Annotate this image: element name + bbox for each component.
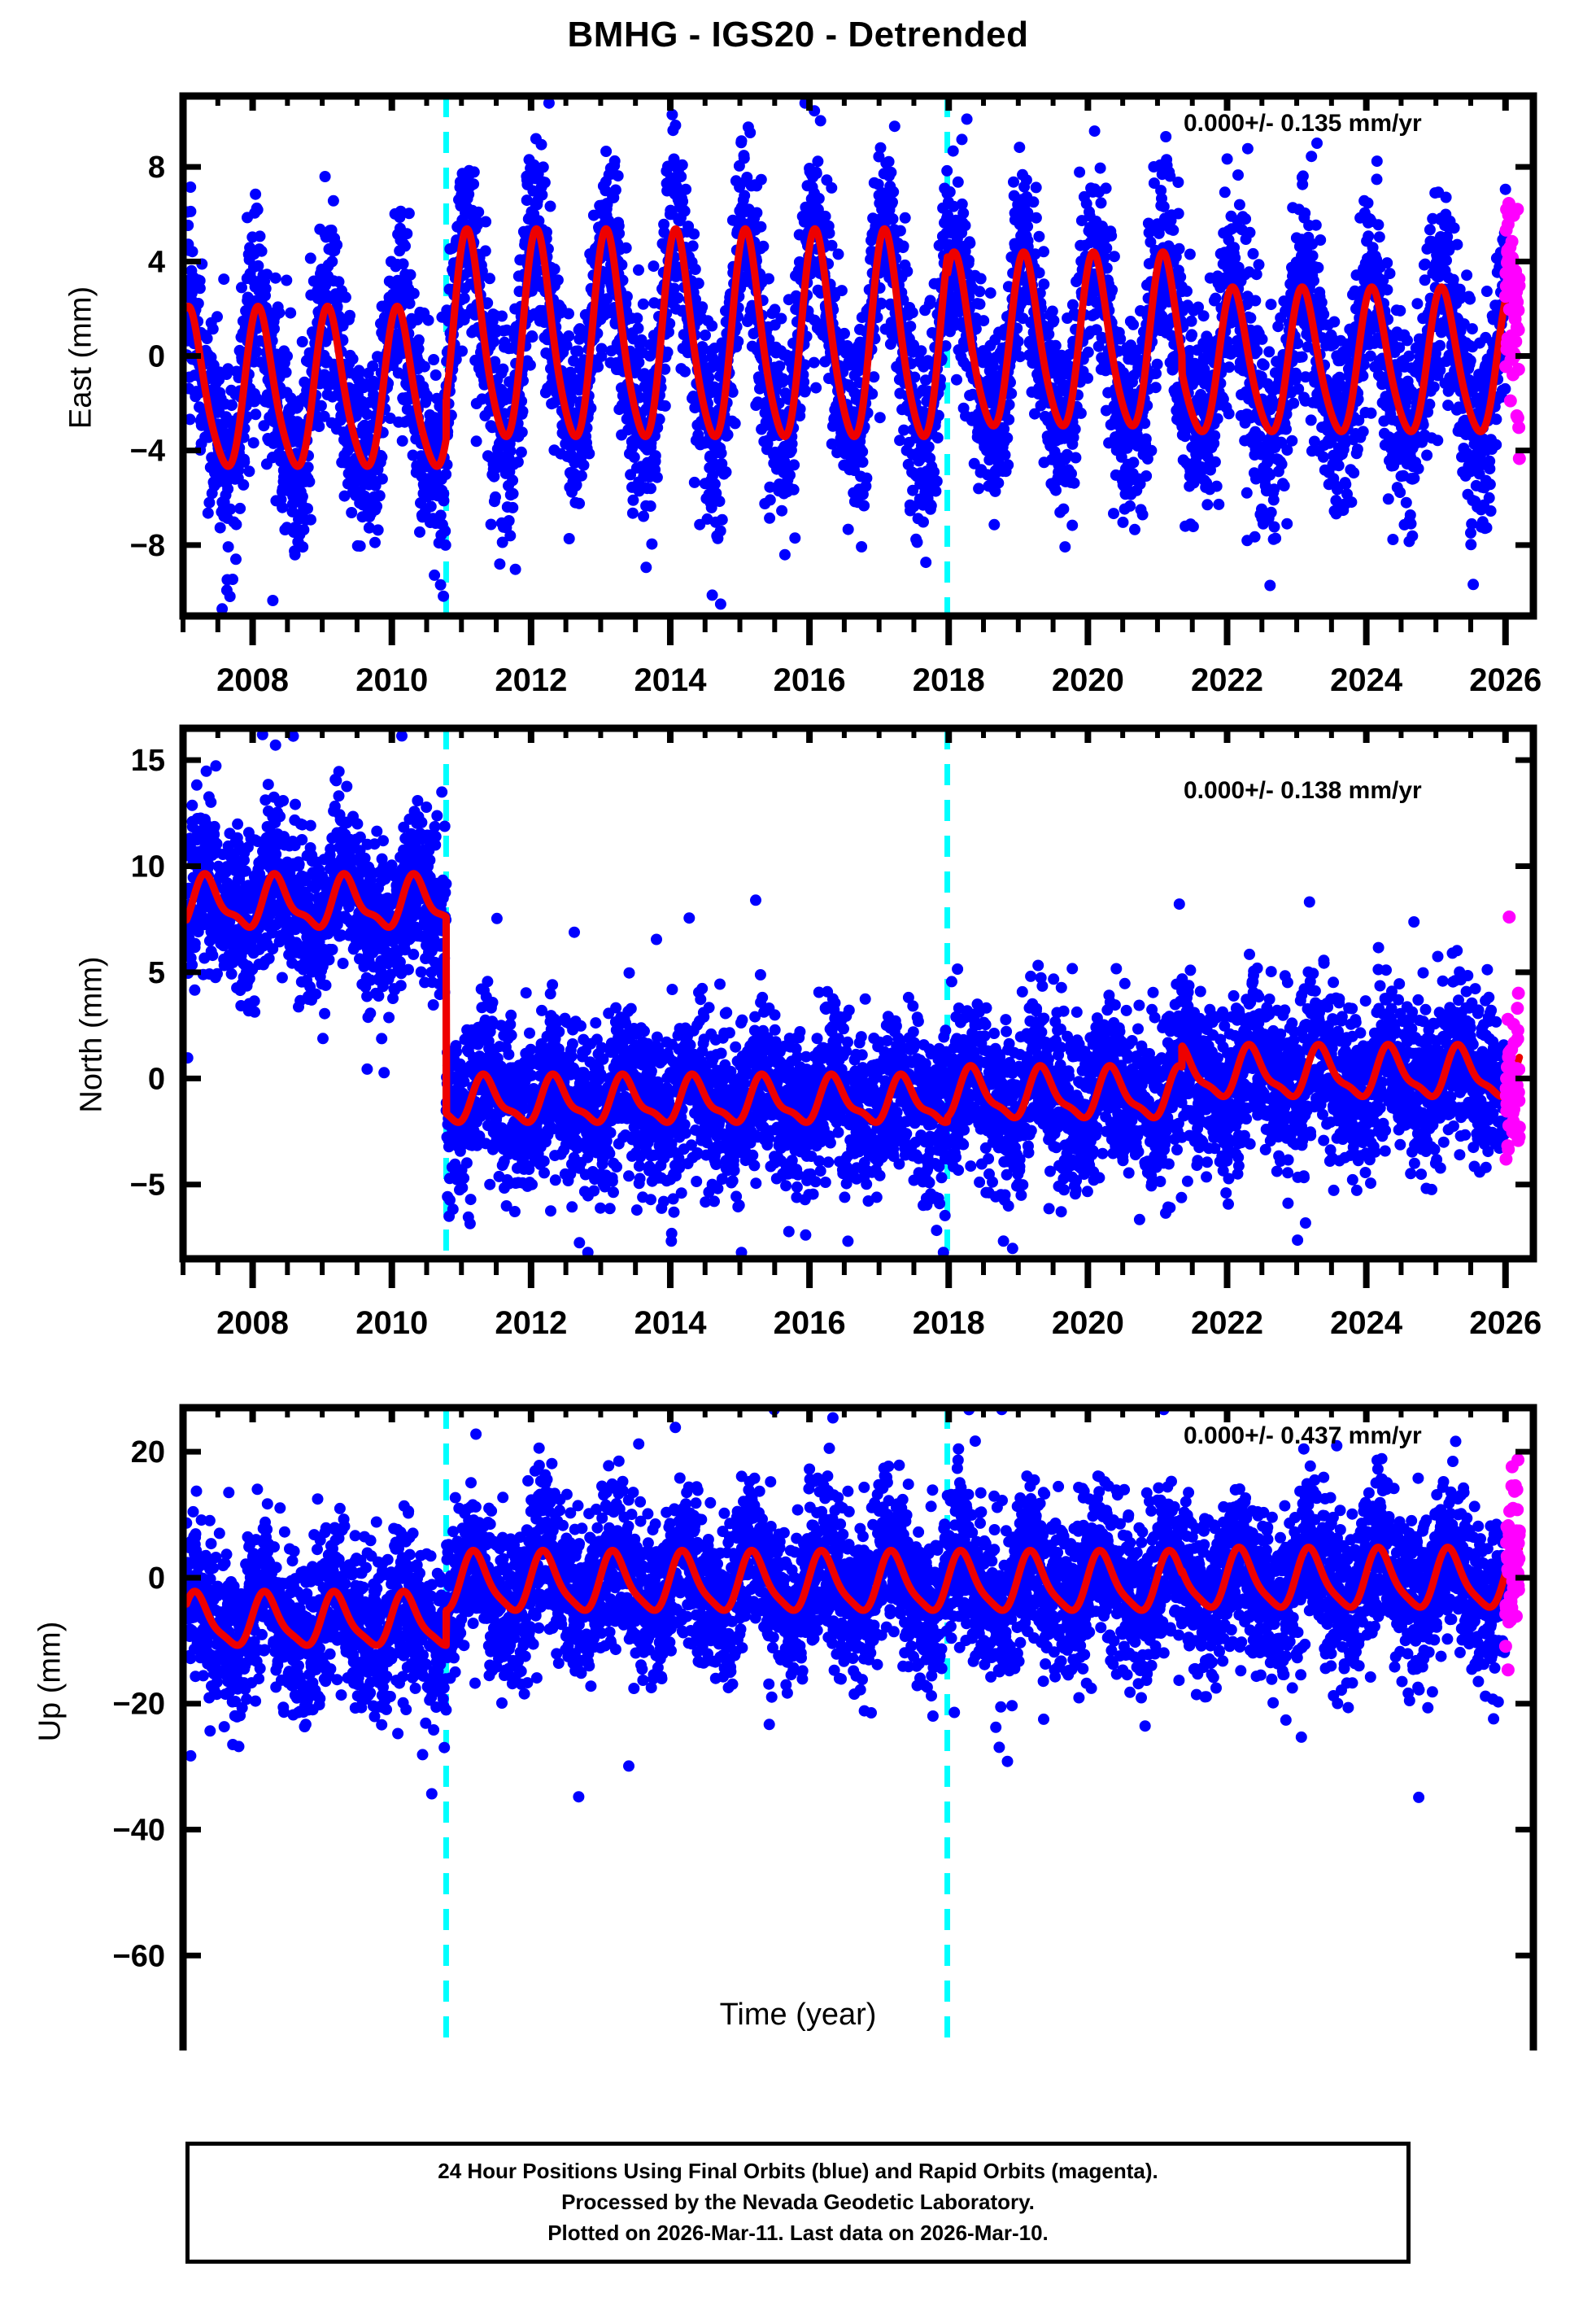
axis-frame	[183, 1408, 1533, 2051]
xaxis-label: Time (year)	[0, 1998, 1596, 2033]
panel-north-rate-annotation: 0.000+/- 0.138 mm/yr	[1184, 777, 1422, 805]
y-tick-label: 0	[148, 340, 165, 374]
y-tick-label: 4	[148, 245, 165, 279]
y-tick-label: −5	[130, 1168, 165, 1203]
data-points-final-orbits	[181, 1404, 1511, 1803]
footer-caption-box: 24 Hour Positions Using Final Orbits (bl…	[185, 2142, 1411, 2264]
data-points-rapid-orbits	[1499, 911, 1525, 1166]
y-tick-label: −8	[130, 529, 165, 563]
data-points-rapid-orbits	[1499, 1453, 1526, 1676]
y-tick-label: 15	[131, 744, 165, 778]
footer-line-2: Processed by the Nevada Geodetic Laborat…	[561, 2187, 1035, 2218]
y-tick-label: 0	[148, 1561, 165, 1596]
panel-east: 8 4 0 −4 −8 2008 2010 2012 2014 2016 2018 2020 2022 2…	[0, 0, 1596, 716]
y-tick-label: 8	[148, 151, 165, 185]
y-tick-label: −40	[113, 1814, 165, 1848]
y-tick-label: 0	[148, 1062, 165, 1096]
y-tick-label: −4	[130, 435, 165, 469]
y-tick-label: −20	[113, 1688, 165, 1722]
panel-north-ylabel: North (mm)	[75, 917, 110, 1153]
y-tick-label: −60	[113, 1939, 165, 1973]
data-points-final-orbits	[181, 98, 1511, 615]
panel-up-rate-annotation: 0.000+/- 0.437 mm/yr	[1184, 1422, 1422, 1450]
data-points-final-orbits	[181, 729, 1511, 1258]
y-tick-label: 10	[131, 850, 165, 884]
footer-line-1: 24 Hour Positions Using Final Orbits (bl…	[438, 2156, 1158, 2187]
panel-east-ylabel: East (mm)	[64, 252, 99, 464]
panel-up-ylabel: Up (mm)	[33, 1588, 68, 1775]
y-tick-label: 5	[148, 956, 165, 990]
footer-line-3: Plotted on 2026-Mar-11. Last data on 202…	[547, 2218, 1049, 2249]
panel-east-rate-annotation: 0.000+/- 0.135 mm/yr	[1184, 110, 1422, 138]
y-tick-label: 20	[131, 1435, 165, 1470]
